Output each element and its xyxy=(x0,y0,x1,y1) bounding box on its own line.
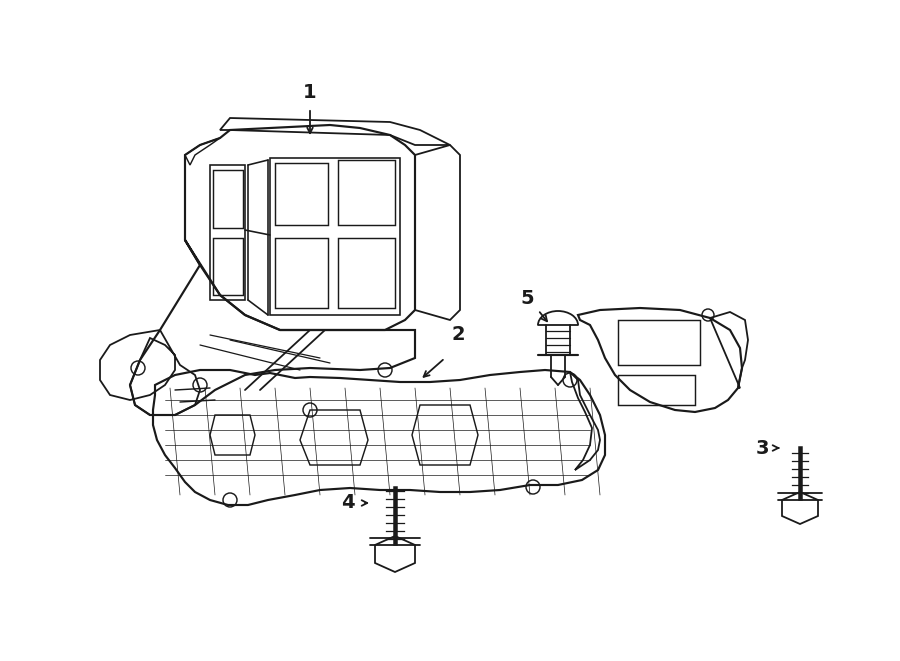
Text: 2: 2 xyxy=(451,325,464,344)
Text: 4: 4 xyxy=(341,494,355,512)
Text: 5: 5 xyxy=(520,288,534,307)
Text: 3: 3 xyxy=(755,438,769,457)
Text: 1: 1 xyxy=(303,83,317,102)
